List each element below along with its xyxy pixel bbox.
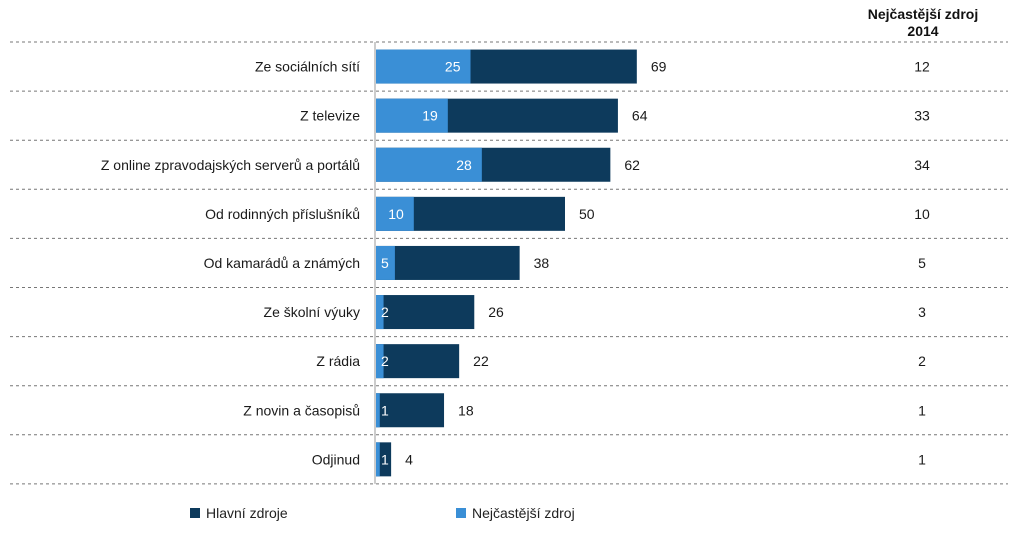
category-label: Z rádia bbox=[316, 353, 360, 369]
data-label-frequent: 2 bbox=[381, 304, 389, 320]
data-label-frequent: 5 bbox=[381, 255, 389, 271]
data-label-frequent: 10 bbox=[388, 206, 404, 222]
value-2014: 1 bbox=[918, 402, 926, 418]
data-label-main: 64 bbox=[632, 108, 648, 124]
bar-frequent bbox=[376, 147, 482, 182]
data-label-frequent: 19 bbox=[422, 108, 438, 124]
legend-label-frequent: Nejčastější zdroj bbox=[472, 505, 575, 521]
value-2014: 1 bbox=[918, 451, 926, 467]
legend-item-main: Hlavní zdroje bbox=[190, 505, 288, 521]
bar-frequent bbox=[376, 442, 380, 477]
data-label-main: 18 bbox=[458, 402, 474, 418]
bar-frequent bbox=[376, 393, 380, 428]
bar-frequent bbox=[376, 295, 384, 330]
data-label-main: 26 bbox=[488, 304, 504, 320]
value-2014: 34 bbox=[914, 157, 930, 173]
bar-main bbox=[376, 344, 460, 379]
value-2014: 5 bbox=[918, 255, 926, 271]
legend-swatch-main bbox=[190, 508, 200, 518]
column-title-line2: 2014 bbox=[907, 23, 939, 39]
data-label-frequent: 28 bbox=[456, 157, 472, 173]
legend-label-main: Hlavní zdroje bbox=[206, 505, 288, 521]
data-label-frequent: 25 bbox=[445, 59, 461, 75]
data-label-main: 62 bbox=[624, 157, 640, 173]
value-2014: 10 bbox=[914, 206, 930, 222]
data-label-main: 22 bbox=[473, 353, 489, 369]
legend-swatch-frequent bbox=[456, 508, 466, 518]
category-label: Ze sociálních sítí bbox=[255, 59, 360, 75]
value-2014: 3 bbox=[918, 304, 926, 320]
category-label: Odjinud bbox=[312, 451, 360, 467]
data-label-main: 4 bbox=[405, 451, 413, 467]
category-label: Od rodinných příslušníků bbox=[205, 206, 360, 222]
bar-frequent bbox=[376, 98, 448, 133]
column-title-line1: Nejčastější zdroj bbox=[867, 6, 979, 22]
bar-main bbox=[376, 393, 445, 428]
category-label: Z online zpravodajských serverů a portál… bbox=[101, 157, 360, 173]
column-title-2014: Nejčastější zdroj 2014 bbox=[858, 6, 988, 40]
category-label: Z novin a časopisů bbox=[243, 402, 360, 418]
value-2014: 2 bbox=[918, 353, 926, 369]
data-label-main: 69 bbox=[651, 59, 667, 75]
category-label: Ze školní výuky bbox=[264, 304, 360, 320]
data-label-main: 50 bbox=[579, 206, 595, 222]
bar-main bbox=[376, 295, 475, 330]
category-label: Od kamarádů a známých bbox=[204, 255, 360, 271]
value-2014: 12 bbox=[914, 59, 930, 75]
data-label-frequent: 1 bbox=[381, 451, 389, 467]
bar-frequent bbox=[376, 245, 395, 280]
bar-frequent bbox=[376, 49, 471, 84]
data-label-main: 38 bbox=[534, 255, 550, 271]
data-label-frequent: 2 bbox=[381, 353, 389, 369]
bar-frequent bbox=[376, 344, 384, 379]
value-2014: 33 bbox=[914, 108, 930, 124]
bar-main bbox=[376, 245, 520, 280]
legend-item-frequent: Nejčastější zdroj bbox=[456, 505, 575, 521]
category-label: Z televize bbox=[300, 108, 360, 124]
data-label-frequent: 1 bbox=[381, 402, 389, 418]
bar-frequent bbox=[376, 196, 414, 231]
